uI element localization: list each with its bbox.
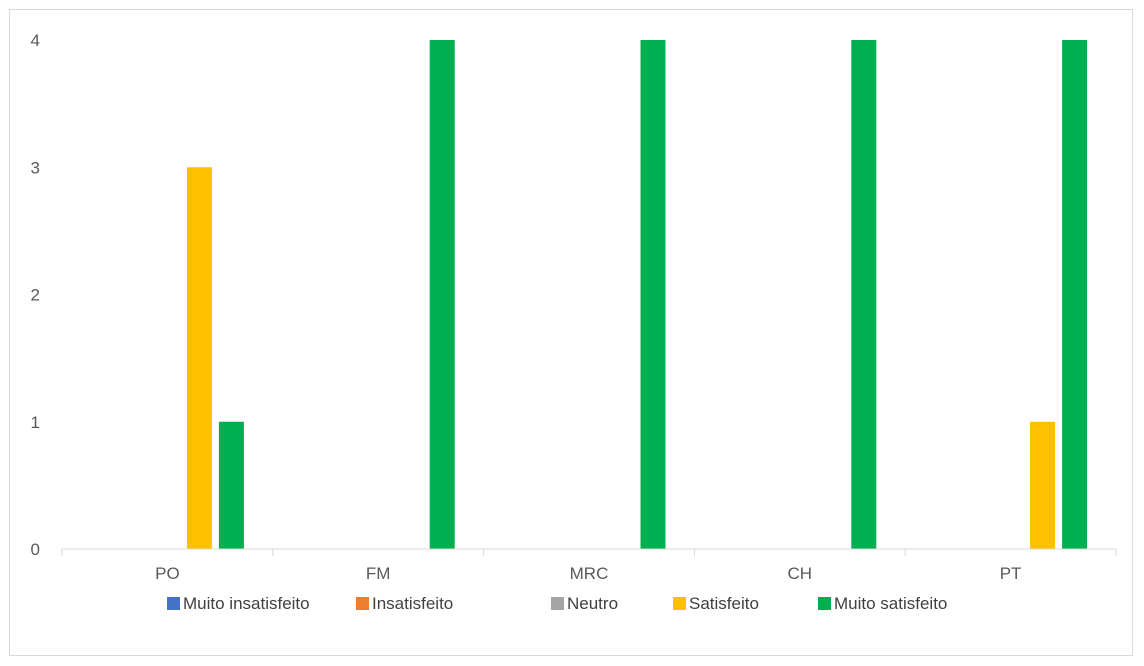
legend-swatch bbox=[167, 597, 180, 610]
legend-swatch bbox=[673, 597, 686, 610]
y-axis-tick-labels: 0 1 2 3 4 bbox=[31, 31, 40, 559]
x-category-label: MRC bbox=[570, 564, 609, 583]
bar bbox=[1062, 40, 1088, 549]
legend-label: Neutro bbox=[567, 594, 618, 613]
y-tick-label: 4 bbox=[31, 31, 40, 50]
bar bbox=[429, 40, 455, 549]
legend-label: Insatisfeito bbox=[372, 594, 453, 613]
x-axis-ticks bbox=[61, 549, 1117, 556]
legend-swatch bbox=[818, 597, 831, 610]
bar bbox=[851, 40, 877, 549]
y-tick-label: 2 bbox=[31, 286, 40, 305]
y-tick-label: 0 bbox=[31, 540, 40, 559]
legend-swatch bbox=[356, 597, 369, 610]
bars bbox=[186, 40, 1088, 549]
bar bbox=[218, 421, 244, 549]
bar bbox=[1030, 421, 1056, 549]
legend-label: Muito satisfeito bbox=[834, 594, 947, 613]
x-category-label: PO bbox=[155, 564, 180, 583]
y-tick-label: 3 bbox=[31, 158, 40, 177]
x-category-label: PT bbox=[1000, 564, 1022, 583]
x-axis-category-labels: PO FM MRC CH PT bbox=[155, 564, 1021, 583]
legend: Muito insatisfeito Insatisfeito Neutro Sati… bbox=[167, 594, 947, 613]
y-tick-label: 1 bbox=[31, 413, 40, 432]
bar bbox=[640, 40, 666, 549]
legend-label: Muito insatisfeito bbox=[183, 594, 310, 613]
x-category-label: CH bbox=[788, 564, 813, 583]
legend-swatch bbox=[551, 597, 564, 610]
bar bbox=[186, 167, 212, 549]
legend-label: Satisfeito bbox=[689, 594, 759, 613]
x-category-label: FM bbox=[366, 564, 391, 583]
